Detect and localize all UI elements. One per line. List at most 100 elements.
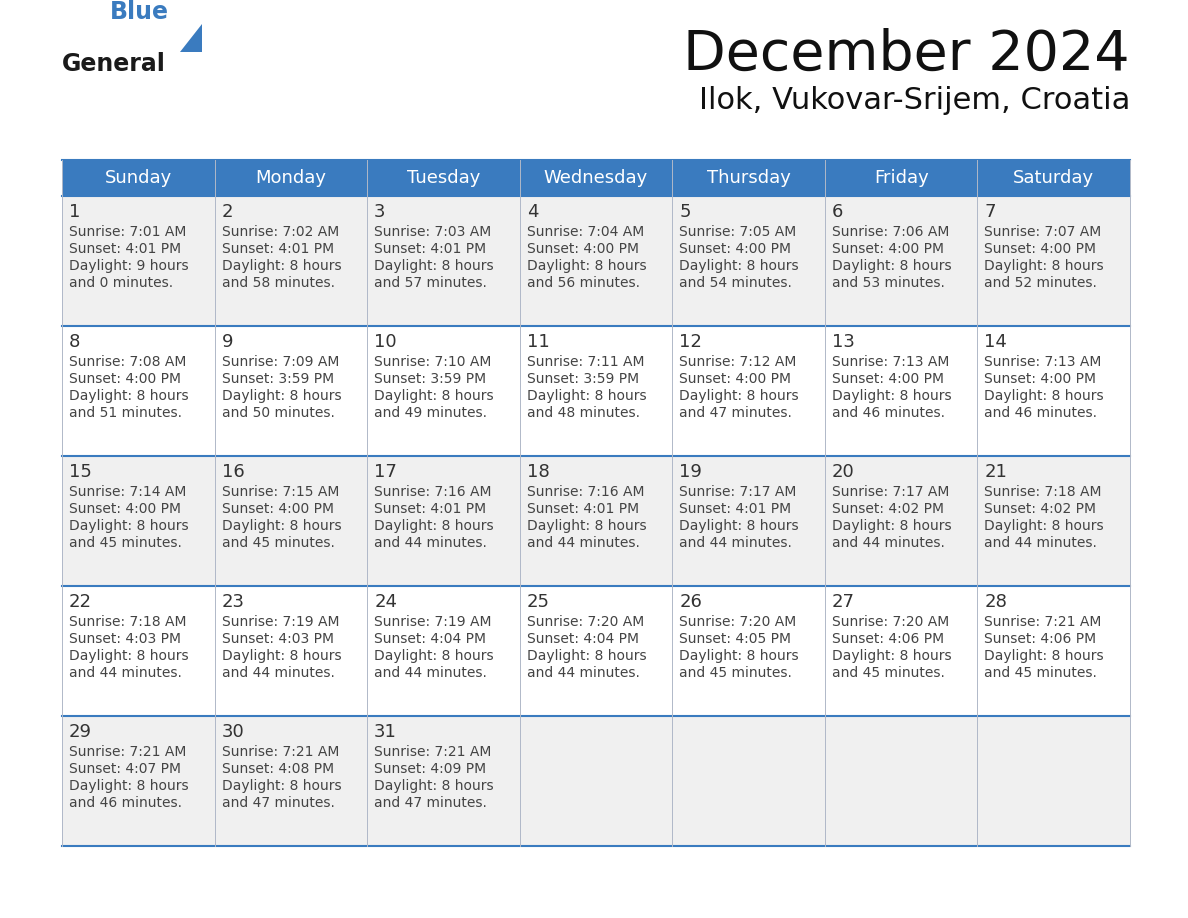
Text: and 51 minutes.: and 51 minutes. bbox=[69, 406, 182, 420]
Text: Sunset: 4:04 PM: Sunset: 4:04 PM bbox=[374, 632, 486, 646]
Text: Daylight: 8 hours: Daylight: 8 hours bbox=[985, 389, 1104, 403]
Text: Sunset: 4:01 PM: Sunset: 4:01 PM bbox=[374, 502, 486, 516]
Text: Daylight: 8 hours: Daylight: 8 hours bbox=[69, 649, 189, 663]
Text: Sunrise: 7:02 AM: Sunrise: 7:02 AM bbox=[222, 225, 339, 239]
Text: 21: 21 bbox=[985, 463, 1007, 481]
Text: and 46 minutes.: and 46 minutes. bbox=[985, 406, 1098, 420]
Text: Daylight: 9 hours: Daylight: 9 hours bbox=[69, 259, 189, 273]
Text: 16: 16 bbox=[222, 463, 245, 481]
Text: 31: 31 bbox=[374, 723, 397, 741]
Text: Sunrise: 7:21 AM: Sunrise: 7:21 AM bbox=[374, 745, 492, 759]
Text: Sunrise: 7:08 AM: Sunrise: 7:08 AM bbox=[69, 355, 187, 369]
Text: and 45 minutes.: and 45 minutes. bbox=[222, 536, 335, 550]
Text: Sunrise: 7:13 AM: Sunrise: 7:13 AM bbox=[832, 355, 949, 369]
Text: and 57 minutes.: and 57 minutes. bbox=[374, 276, 487, 290]
Text: Sunrise: 7:17 AM: Sunrise: 7:17 AM bbox=[832, 485, 949, 499]
Text: Sunrise: 7:18 AM: Sunrise: 7:18 AM bbox=[69, 615, 187, 629]
Text: and 52 minutes.: and 52 minutes. bbox=[985, 276, 1098, 290]
Text: Daylight: 8 hours: Daylight: 8 hours bbox=[832, 649, 952, 663]
Text: Sunrise: 7:20 AM: Sunrise: 7:20 AM bbox=[680, 615, 796, 629]
Text: Sunrise: 7:15 AM: Sunrise: 7:15 AM bbox=[222, 485, 339, 499]
Text: Sunset: 4:05 PM: Sunset: 4:05 PM bbox=[680, 632, 791, 646]
Text: Sunset: 4:04 PM: Sunset: 4:04 PM bbox=[526, 632, 639, 646]
Text: Sunset: 4:06 PM: Sunset: 4:06 PM bbox=[985, 632, 1097, 646]
Text: Sunrise: 7:01 AM: Sunrise: 7:01 AM bbox=[69, 225, 187, 239]
Text: 9: 9 bbox=[222, 333, 233, 351]
Text: Sunday: Sunday bbox=[105, 169, 172, 187]
Text: and 49 minutes.: and 49 minutes. bbox=[374, 406, 487, 420]
Text: Sunrise: 7:20 AM: Sunrise: 7:20 AM bbox=[526, 615, 644, 629]
Text: Sunset: 4:01 PM: Sunset: 4:01 PM bbox=[526, 502, 639, 516]
Text: General: General bbox=[62, 52, 166, 76]
Bar bbox=[62, 586, 1130, 716]
Text: 5: 5 bbox=[680, 203, 690, 221]
Text: Daylight: 8 hours: Daylight: 8 hours bbox=[832, 259, 952, 273]
Text: Sunset: 4:01 PM: Sunset: 4:01 PM bbox=[222, 242, 334, 256]
Text: Blue: Blue bbox=[110, 0, 169, 24]
Text: 7: 7 bbox=[985, 203, 996, 221]
Text: Sunrise: 7:21 AM: Sunrise: 7:21 AM bbox=[985, 615, 1101, 629]
Text: 4: 4 bbox=[526, 203, 538, 221]
Text: Tuesday: Tuesday bbox=[406, 169, 480, 187]
Polygon shape bbox=[181, 24, 202, 52]
Text: Daylight: 8 hours: Daylight: 8 hours bbox=[680, 519, 798, 533]
Text: Sunset: 3:59 PM: Sunset: 3:59 PM bbox=[526, 372, 639, 386]
Bar bbox=[62, 160, 1130, 196]
Text: 30: 30 bbox=[222, 723, 245, 741]
Text: Sunset: 4:07 PM: Sunset: 4:07 PM bbox=[69, 762, 181, 776]
Text: and 44 minutes.: and 44 minutes. bbox=[832, 536, 944, 550]
Text: Sunset: 4:00 PM: Sunset: 4:00 PM bbox=[985, 242, 1097, 256]
Text: and 44 minutes.: and 44 minutes. bbox=[374, 666, 487, 680]
Text: Sunset: 4:00 PM: Sunset: 4:00 PM bbox=[69, 502, 181, 516]
Text: Daylight: 8 hours: Daylight: 8 hours bbox=[526, 519, 646, 533]
Text: Daylight: 8 hours: Daylight: 8 hours bbox=[69, 389, 189, 403]
Text: Daylight: 8 hours: Daylight: 8 hours bbox=[526, 389, 646, 403]
Text: 12: 12 bbox=[680, 333, 702, 351]
Text: Sunrise: 7:07 AM: Sunrise: 7:07 AM bbox=[985, 225, 1101, 239]
Text: Sunset: 3:59 PM: Sunset: 3:59 PM bbox=[374, 372, 486, 386]
Text: Thursday: Thursday bbox=[707, 169, 790, 187]
Text: Daylight: 8 hours: Daylight: 8 hours bbox=[222, 519, 341, 533]
Text: 25: 25 bbox=[526, 593, 550, 611]
Text: Daylight: 8 hours: Daylight: 8 hours bbox=[985, 519, 1104, 533]
Text: Daylight: 8 hours: Daylight: 8 hours bbox=[374, 519, 494, 533]
Text: Sunset: 4:00 PM: Sunset: 4:00 PM bbox=[222, 502, 334, 516]
Text: 22: 22 bbox=[69, 593, 91, 611]
Text: and 47 minutes.: and 47 minutes. bbox=[680, 406, 792, 420]
Text: Sunset: 4:03 PM: Sunset: 4:03 PM bbox=[69, 632, 181, 646]
Text: Daylight: 8 hours: Daylight: 8 hours bbox=[526, 259, 646, 273]
Text: 29: 29 bbox=[69, 723, 91, 741]
Text: Sunset: 4:00 PM: Sunset: 4:00 PM bbox=[526, 242, 639, 256]
Text: Saturday: Saturday bbox=[1013, 169, 1094, 187]
Text: and 44 minutes.: and 44 minutes. bbox=[222, 666, 335, 680]
Text: 26: 26 bbox=[680, 593, 702, 611]
Bar bbox=[62, 716, 1130, 846]
Text: Daylight: 8 hours: Daylight: 8 hours bbox=[374, 649, 494, 663]
Text: Sunset: 4:00 PM: Sunset: 4:00 PM bbox=[985, 372, 1097, 386]
Text: Sunset: 4:02 PM: Sunset: 4:02 PM bbox=[832, 502, 943, 516]
Text: Wednesday: Wednesday bbox=[544, 169, 649, 187]
Text: 28: 28 bbox=[985, 593, 1007, 611]
Text: and 44 minutes.: and 44 minutes. bbox=[680, 536, 792, 550]
Text: December 2024: December 2024 bbox=[683, 28, 1130, 82]
Text: Sunrise: 7:18 AM: Sunrise: 7:18 AM bbox=[985, 485, 1102, 499]
Text: Daylight: 8 hours: Daylight: 8 hours bbox=[222, 649, 341, 663]
Text: 13: 13 bbox=[832, 333, 854, 351]
Text: Sunrise: 7:16 AM: Sunrise: 7:16 AM bbox=[526, 485, 644, 499]
Text: Sunset: 4:00 PM: Sunset: 4:00 PM bbox=[832, 242, 943, 256]
Text: and 46 minutes.: and 46 minutes. bbox=[69, 796, 182, 810]
Text: Sunrise: 7:21 AM: Sunrise: 7:21 AM bbox=[69, 745, 187, 759]
Text: 14: 14 bbox=[985, 333, 1007, 351]
Text: 27: 27 bbox=[832, 593, 855, 611]
Text: Daylight: 8 hours: Daylight: 8 hours bbox=[222, 259, 341, 273]
Text: 6: 6 bbox=[832, 203, 843, 221]
Text: and 56 minutes.: and 56 minutes. bbox=[526, 276, 639, 290]
Text: Sunrise: 7:09 AM: Sunrise: 7:09 AM bbox=[222, 355, 339, 369]
Text: Sunset: 4:03 PM: Sunset: 4:03 PM bbox=[222, 632, 334, 646]
Text: 17: 17 bbox=[374, 463, 397, 481]
Text: Ilok, Vukovar-Srijem, Croatia: Ilok, Vukovar-Srijem, Croatia bbox=[699, 86, 1130, 115]
Text: Sunrise: 7:03 AM: Sunrise: 7:03 AM bbox=[374, 225, 492, 239]
Text: and 44 minutes.: and 44 minutes. bbox=[526, 666, 639, 680]
Text: and 44 minutes.: and 44 minutes. bbox=[69, 666, 182, 680]
Text: 2: 2 bbox=[222, 203, 233, 221]
